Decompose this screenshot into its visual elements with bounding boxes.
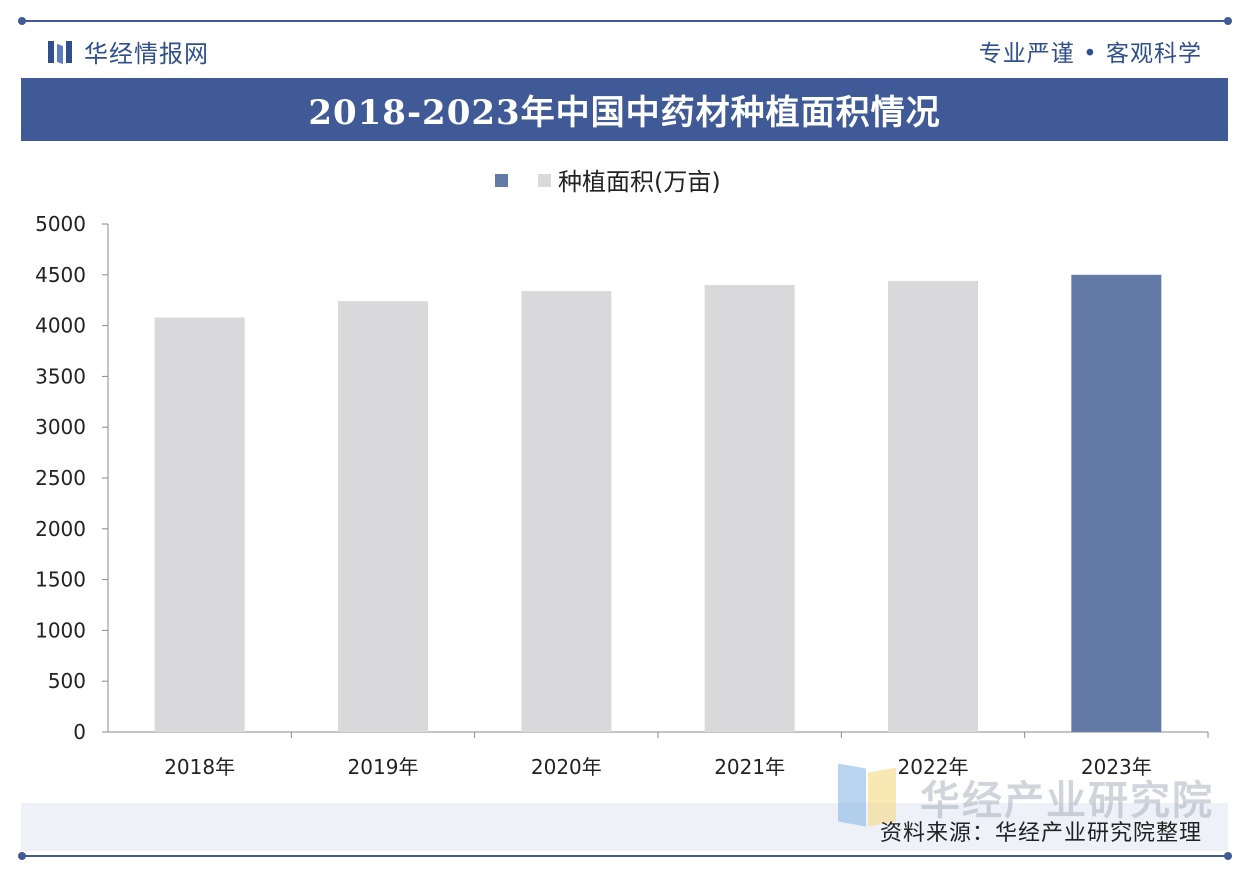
bar [1071, 274, 1162, 732]
y-tick-label: 1000 [35, 618, 86, 642]
title-band: 2018-2023年中国中药材种植面积情况 [21, 78, 1228, 141]
legend-label: 种植面积(万亩) [558, 168, 721, 196]
top-rule [18, 17, 1232, 25]
x-tick-label: 2023年 [1081, 755, 1152, 779]
chart-title: 2018-2023年中国中药材种植面积情况 [308, 93, 941, 133]
y-tick-label: 1500 [35, 568, 86, 592]
x-tick-label: 2020年 [531, 755, 602, 779]
y-tick-label: 3500 [35, 364, 86, 388]
watermark-text: 华经产业研究院 [920, 778, 1214, 824]
y-tick-label: 2000 [35, 517, 86, 541]
bottom-rule [18, 852, 1232, 860]
legend-swatch-highlight [495, 174, 508, 187]
bar [888, 280, 978, 732]
y-tick-label: 500 [48, 669, 86, 693]
footer-band [21, 803, 1228, 851]
bar-chart: 0 500 1000 1500 2000 2500 3000 3500 4000 4500 5000… [35, 168, 1209, 779]
source-text: 资料来源：华经产业研究院整理 [879, 821, 1202, 846]
slogan: 专业严谨 • 客观科学 [978, 41, 1202, 67]
y-tick-label: 4000 [35, 314, 86, 338]
brand-logo-icon [48, 39, 74, 65]
bar [521, 291, 612, 732]
y-tick-label: 2500 [35, 466, 86, 490]
bar [338, 301, 428, 732]
x-tick-label: 2018年 [164, 755, 235, 779]
x-tick-label: 2021年 [714, 755, 785, 779]
brand-name: 华经情报网 [84, 40, 209, 68]
bar [154, 317, 245, 732]
brand: 华经情报网 [48, 34, 209, 69]
y-tick-label: 5000 [35, 212, 86, 236]
bar [704, 284, 795, 732]
legend-swatch-default [538, 174, 551, 187]
y-tick-label: 4500 [35, 263, 86, 287]
x-tick-label: 2019年 [348, 755, 419, 779]
x-tick-label: 2022年 [898, 755, 969, 779]
y-tick-label: 0 [73, 720, 86, 744]
y-tick-label: 3000 [35, 415, 86, 439]
